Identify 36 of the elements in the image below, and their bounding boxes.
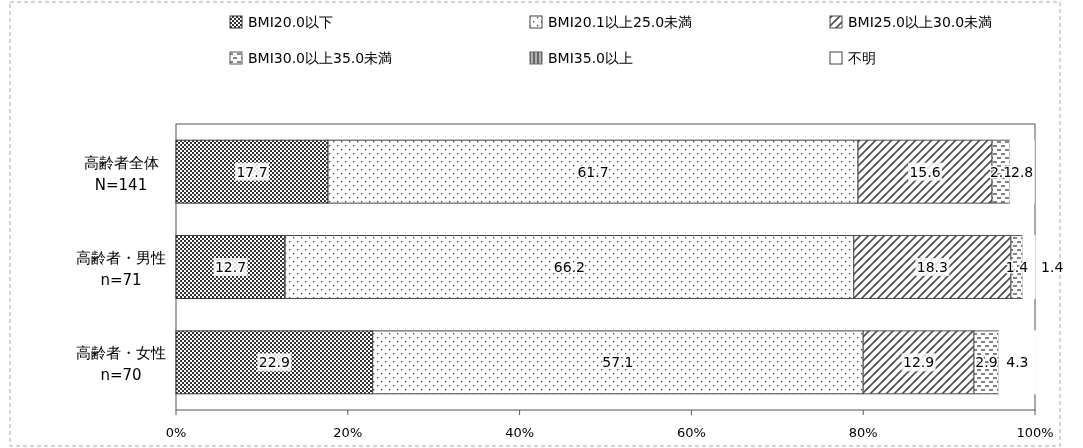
data-label: 18.3 — [916, 259, 948, 275]
legend-label: 不明 — [848, 50, 876, 66]
data-label: 22.9 — [258, 354, 290, 371]
legend-label: BMI30.0以上35.0未満 — [248, 50, 393, 66]
legend-label: BMI25.0以上30.0未満 — [848, 14, 993, 30]
data-label: 2.1 — [989, 163, 1013, 180]
legend-label: BMI35.0以上 — [548, 50, 633, 66]
data-label: 1.4 — [1041, 259, 1064, 275]
bar — [284, 235, 855, 299]
data-label: 15.6 — [909, 163, 941, 180]
legend-label: BMI20.0以下 — [248, 14, 333, 30]
data-label: 61.7 — [577, 163, 609, 180]
data-label: 66.2 — [553, 259, 586, 275]
y-tick-label: 高齢者全体 N=141 — [83, 153, 159, 194]
bar — [327, 139, 859, 204]
bar — [175, 330, 374, 395]
y-tick-label: 高齢者・女性 n=70 — [76, 344, 166, 385]
y-tick-label: 高齢者・男性 n=71 — [76, 249, 166, 289]
data-label: 2.8 — [1010, 163, 1034, 180]
data-label: 2.9 — [975, 354, 998, 371]
bar — [175, 235, 286, 299]
data-label: 1.4 — [1005, 259, 1029, 275]
x-tick-label: 40% — [505, 425, 535, 440]
x-tick-label: 20% — [333, 425, 363, 440]
data-label: 12.7 — [214, 259, 247, 275]
data-label: 17.7 — [236, 163, 268, 180]
x-tick-label: 0% — [165, 425, 187, 440]
x-tick-label: 60% — [676, 425, 706, 440]
data-label: 4.3 — [1006, 354, 1029, 371]
data-label: 12.9 — [903, 354, 935, 371]
x-tick-label: 80% — [848, 425, 878, 440]
x-tick-label: 100% — [1016, 425, 1054, 440]
data-label: 57.1 — [602, 354, 634, 371]
bar — [372, 330, 864, 395]
bar — [175, 139, 329, 204]
legend-label: BMI20.1以上25.0未満 — [548, 14, 693, 30]
